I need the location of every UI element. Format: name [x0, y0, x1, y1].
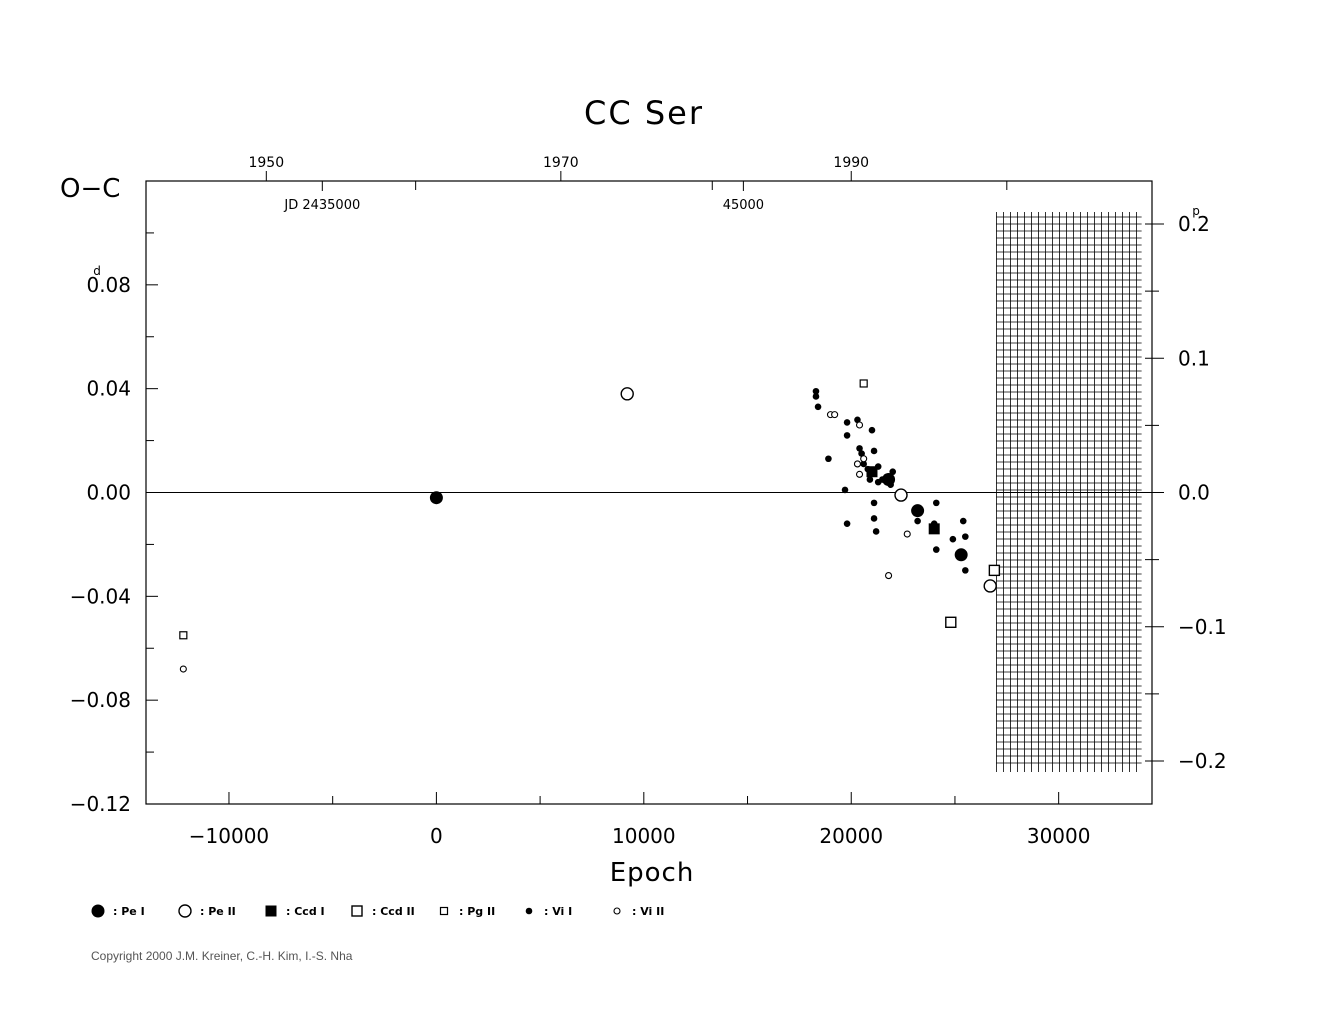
- data-point: [889, 468, 897, 476]
- data-point: [894, 488, 908, 502]
- data-point: [870, 515, 878, 522]
- data-point: [825, 455, 832, 463]
- data-point: [854, 416, 861, 424]
- data-point: [858, 450, 865, 457]
- legend-label: : Ccd II: [372, 905, 415, 918]
- y-unit-label: d: [93, 264, 101, 278]
- data-point: [812, 393, 820, 400]
- data-point: [885, 572, 893, 580]
- data-point: [855, 470, 864, 478]
- legend-symbol: [265, 905, 277, 917]
- year-tick-label: 1950: [248, 155, 284, 171]
- y-tick-label: −0.08: [70, 688, 131, 712]
- data-point: [928, 523, 940, 535]
- legend-symbol: [178, 904, 192, 918]
- legend-symbol: [613, 907, 621, 915]
- data-point: [962, 533, 969, 540]
- data-point: [864, 465, 872, 473]
- year-tick-label: 1970: [543, 155, 579, 171]
- right-tick-label: 0.1: [1178, 346, 1210, 370]
- legend-label: : Vi II: [632, 905, 664, 918]
- legend-label: : Pe II: [200, 905, 236, 918]
- chart-title: CC Ser: [584, 94, 704, 132]
- data-point: [860, 460, 867, 468]
- data-point: [860, 455, 868, 463]
- data-point: [887, 481, 894, 489]
- right-tick-label: 0.0: [1178, 481, 1210, 505]
- year-tick-label: 1990: [833, 155, 869, 171]
- legend-label: : Ccd I: [286, 905, 325, 918]
- data-point: [870, 447, 878, 455]
- data-point: [620, 387, 634, 401]
- data-point: [959, 517, 967, 525]
- jd-tick-label: JD 2435000: [283, 198, 360, 213]
- data-point: [870, 499, 878, 507]
- data-point: [866, 476, 874, 483]
- y-tick-label: −0.12: [70, 792, 131, 816]
- y-tick-label: 0.08: [86, 273, 131, 297]
- data-point: [843, 520, 851, 527]
- x-tick-label: 20000: [819, 824, 883, 848]
- x-axis-label: Epoch: [610, 858, 695, 888]
- right-tick-label: 0.2: [1178, 212, 1210, 236]
- right-tick-label: −0.2: [1178, 749, 1227, 773]
- axes-layer: −10000 0 10000 20000 30000 −0.12 −0.08 −0.04 0.0…: [70, 155, 1227, 848]
- x-tick-label: −10000: [189, 824, 269, 848]
- data-point: [914, 517, 921, 525]
- legend-symbol: [351, 905, 363, 917]
- x-tick-label: 10000: [612, 824, 676, 848]
- legend-symbol: [525, 907, 533, 915]
- x-tick-label: 30000: [1027, 824, 1091, 848]
- copyright-text: Copyright 2000 J.M. Kreiner, C.-H. Kim, …: [91, 949, 353, 963]
- y-tick-label: −0.04: [70, 584, 131, 608]
- legend-label: : Pe I: [113, 905, 145, 918]
- data-point: [949, 535, 957, 543]
- data-point: [911, 504, 925, 518]
- legend: : Pe I : Pe II : Ccd I : Ccd II : Pg II : Vi …: [91, 904, 664, 918]
- y-tick-label: 0.04: [86, 377, 131, 401]
- x-tick-label: 0: [430, 824, 443, 848]
- legend-symbol: [91, 904, 105, 918]
- right-tick-label: −0.1: [1178, 615, 1227, 639]
- y-axis-label: O−C: [60, 174, 120, 204]
- data-point: [872, 528, 880, 535]
- data-point: [932, 546, 940, 553]
- jd-tick-label: 45000: [723, 198, 764, 213]
- data-point: [883, 473, 890, 481]
- data-point: [429, 491, 443, 505]
- data-point: [856, 445, 863, 452]
- data-point: [874, 463, 882, 470]
- data-point: [812, 387, 820, 395]
- data-point: [930, 520, 938, 527]
- data-point: [859, 379, 868, 388]
- data-point: [843, 432, 851, 439]
- data-point: [866, 466, 878, 478]
- data-point: [831, 411, 839, 419]
- data-point: [179, 665, 187, 673]
- legend-symbol: [439, 906, 449, 916]
- data-point: [954, 548, 968, 562]
- data-point: [932, 499, 940, 507]
- legend-label: : Pg II: [459, 905, 495, 918]
- data-point: [903, 530, 911, 538]
- y-tick-label: 0.00: [86, 481, 131, 505]
- data-point: [843, 419, 851, 426]
- data-point: [988, 564, 1001, 577]
- data-point: [945, 616, 957, 628]
- legend-label: : Vi I: [544, 905, 572, 918]
- data-point: [962, 567, 969, 574]
- right-unit-label: p: [1192, 204, 1200, 218]
- data-point: [983, 579, 997, 593]
- data-point: [179, 631, 188, 640]
- data-point: [855, 421, 864, 429]
- data-markers: [179, 379, 1001, 673]
- data-point: [814, 403, 822, 411]
- data-point: [853, 460, 862, 468]
- data-point: [868, 426, 876, 434]
- data-point: [841, 486, 849, 494]
